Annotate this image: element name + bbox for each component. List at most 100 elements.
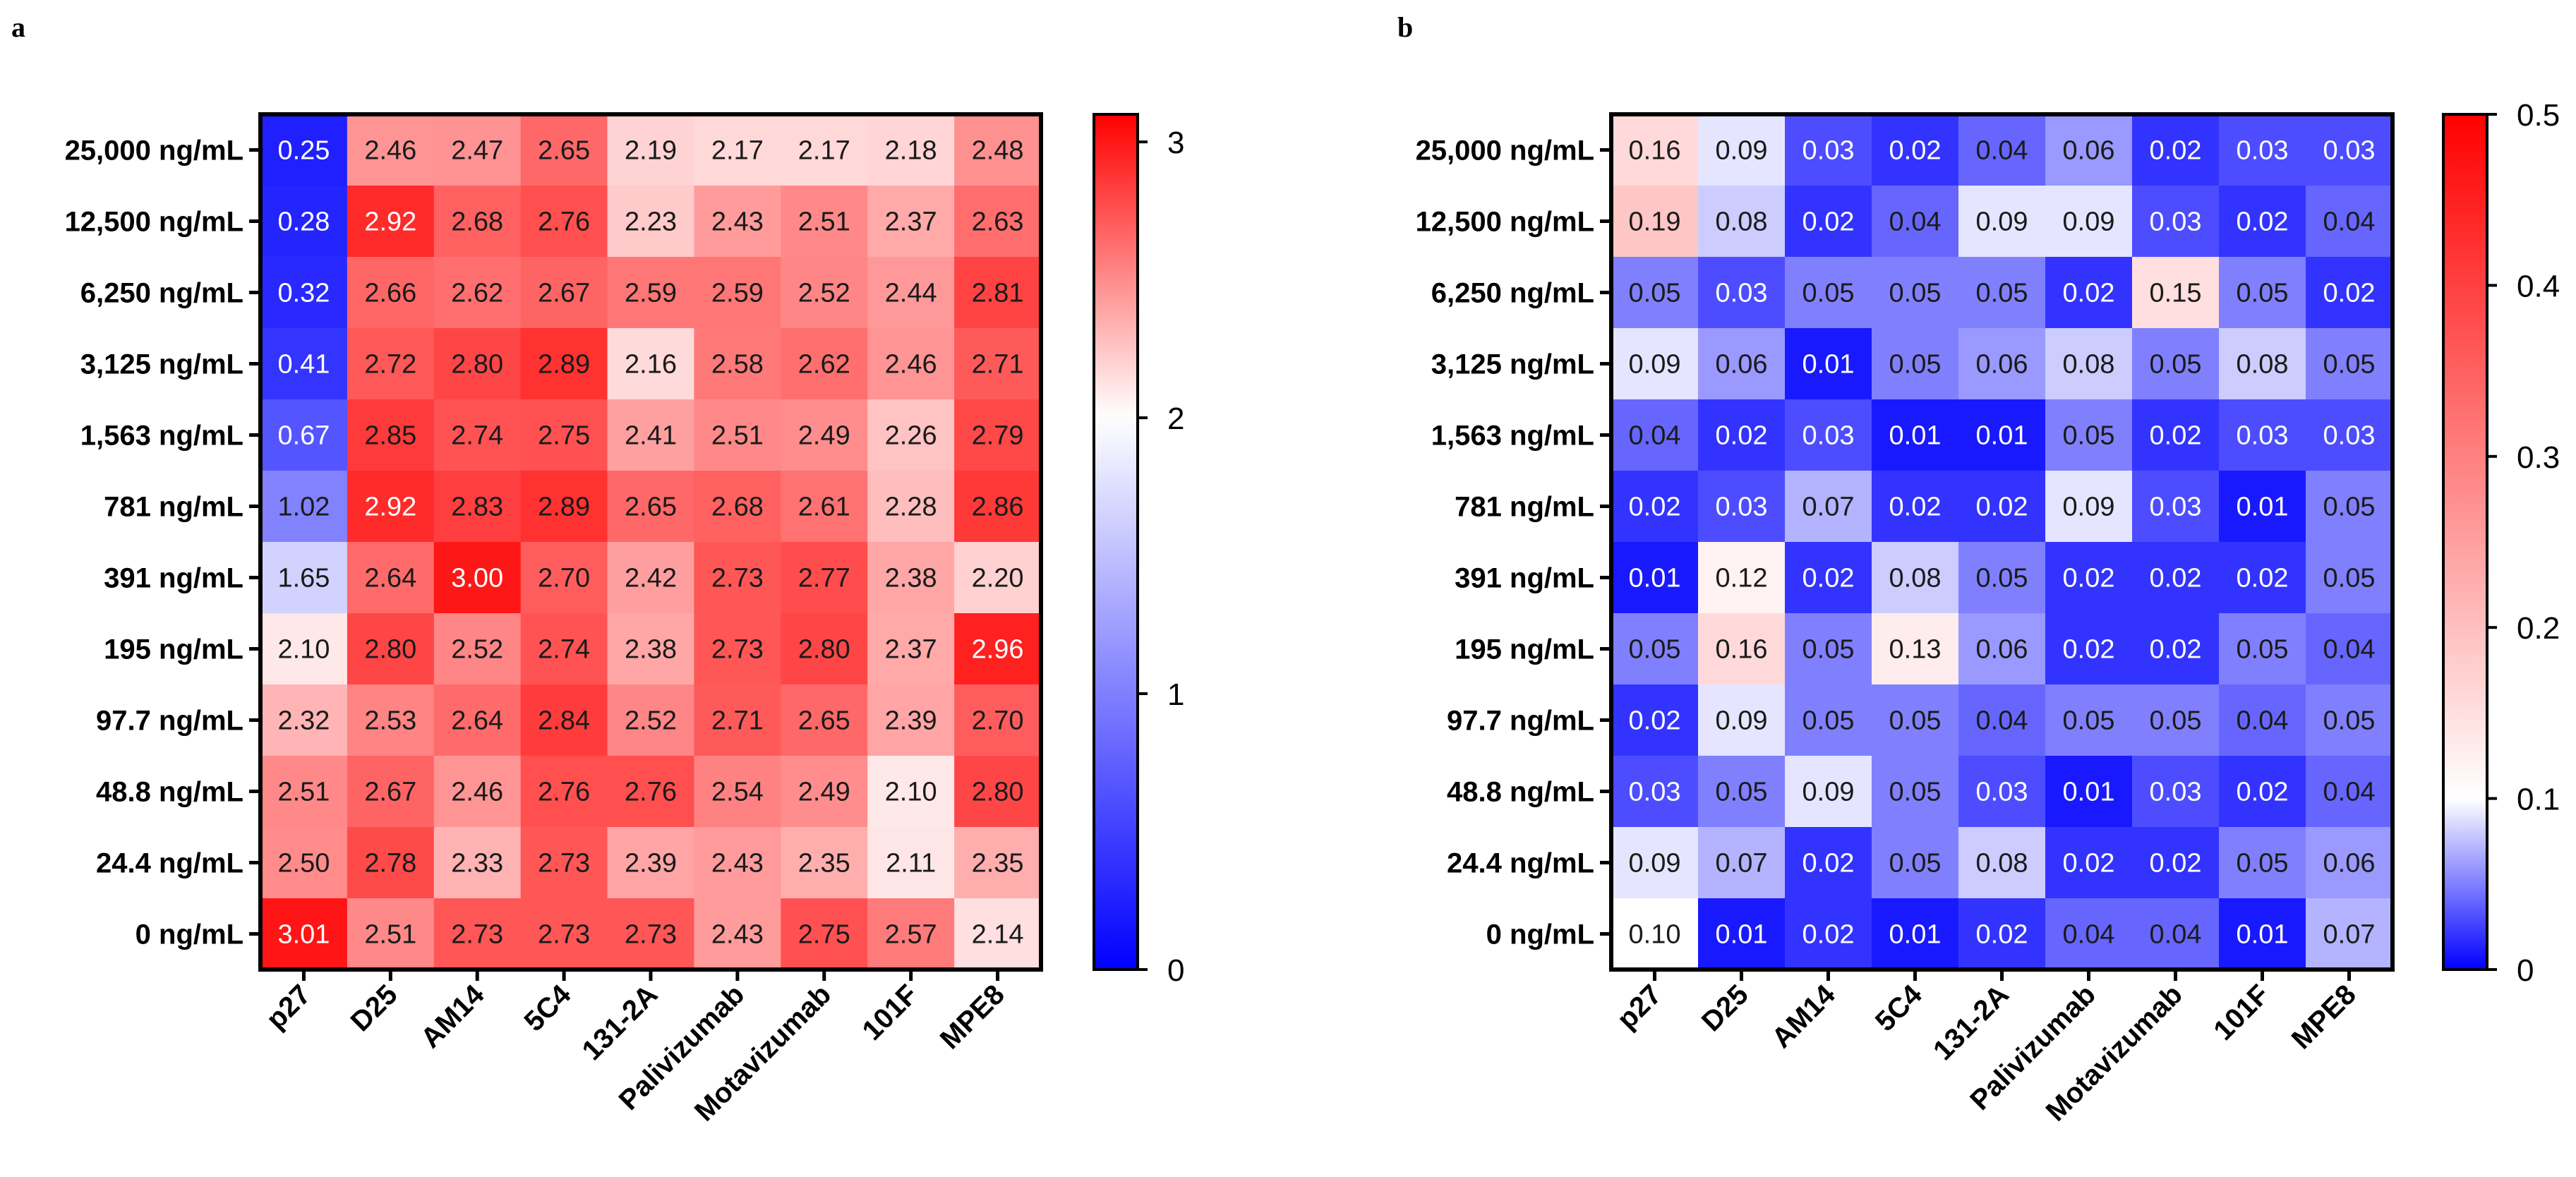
- heatmap-cell: [260, 114, 348, 186]
- heatmap-cell: [347, 684, 435, 756]
- heatmap-cell: [2045, 684, 2133, 756]
- heatmap-cell: [781, 186, 868, 258]
- cell-value-label: 0.08: [1889, 564, 1942, 593]
- cell-value-label: 2.43: [711, 849, 764, 879]
- heatmap-cell: [954, 613, 1042, 685]
- colorbar: 0 1 2 3: [1093, 113, 1184, 988]
- heatmap-cell: [1785, 471, 1872, 543]
- cell-value-label: 2.52: [798, 279, 850, 308]
- cell-value-label: 0.02: [2237, 207, 2289, 237]
- heatmap-cell: [433, 114, 522, 186]
- heatmap-cell: [694, 684, 781, 756]
- cell-value-label: 0.05: [2150, 706, 2202, 736]
- cell-value-label: 0.08: [2237, 350, 2289, 380]
- cell-value-label: 0.01: [1629, 564, 1681, 593]
- heatmap-cell: [694, 328, 781, 400]
- cell-value-label: 2.59: [711, 279, 764, 308]
- cell-value-label: 0.03: [1976, 778, 2028, 807]
- cell-value-label: 2.73: [711, 564, 764, 593]
- cell-value-label: 2.52: [625, 706, 677, 736]
- cell-value-label: 2.33: [451, 849, 503, 879]
- heatmap-cell: [1785, 399, 1872, 471]
- cell-value-label: 2.73: [625, 920, 677, 950]
- cell-value-label: 2.53: [364, 706, 416, 736]
- heatmap-cell: [1872, 684, 1959, 756]
- heatmap-cell: [1872, 257, 1959, 329]
- cell-value-label: 0.05: [1889, 706, 1942, 736]
- row-label: 391 ng/mL: [104, 563, 243, 594]
- heatmap-cell: [1872, 186, 1959, 258]
- cell-value-label: 0.05: [2237, 279, 2289, 308]
- cell-value-label: 2.68: [711, 493, 764, 522]
- heatmap-cell: [520, 114, 608, 186]
- cell-value-label: 0.07: [1802, 493, 1855, 522]
- cell-value-label: 2.66: [364, 279, 416, 308]
- cell-value-label: 0.05: [2323, 706, 2376, 736]
- cell-value-label: 2.42: [625, 564, 677, 593]
- cell-value-label: 0.04: [2150, 920, 2202, 950]
- cell-value-label: 0.04: [1976, 136, 2028, 166]
- heatmap-cell: [694, 756, 781, 828]
- cell-value-label: 0.04: [2323, 635, 2376, 665]
- cell-value-label: 2.76: [538, 778, 590, 807]
- heatmap-cell: [1872, 471, 1959, 543]
- cell-value-label: 0.02: [1889, 493, 1942, 522]
- heatmap-cell: [867, 898, 955, 970]
- heatmap-cell: [2306, 898, 2393, 970]
- cell-value-label: 2.75: [538, 421, 590, 451]
- cell-value-label: 2.70: [972, 706, 1024, 736]
- cell-value-label: 2.85: [364, 421, 416, 451]
- cell-value-label: 0.06: [1976, 635, 2028, 665]
- cell-value-label: 2.46: [364, 136, 416, 166]
- heatmap-cell: [2045, 898, 2133, 970]
- cell-value-label: 0.01: [1716, 920, 1768, 950]
- heatmap-cell: [520, 827, 608, 899]
- heatmap-cell: [954, 684, 1042, 756]
- heatmap-cell: [433, 684, 522, 756]
- cell-value-label: 0.02: [1802, 207, 1855, 237]
- cell-value-label: 2.89: [538, 350, 590, 380]
- colorbar-tick-label: 2: [1167, 402, 1184, 436]
- cell-value-label: 0.05: [1889, 778, 1942, 807]
- heatmap-cell: [433, 257, 522, 329]
- heatmap-cells: 0.16 0.09 0.03 0.02 0.04 0.06 0.02 0.03 0.03 0.19…: [1611, 114, 2393, 970]
- cell-value-label: 0.02: [1802, 564, 1855, 593]
- heatmap-cell: [347, 257, 435, 329]
- cell-value-label: 0.04: [2323, 207, 2376, 237]
- cell-value-label: 0.02: [2150, 849, 2202, 879]
- cell-value-label: 0.02: [2063, 635, 2115, 665]
- cell-value-label: 2.63: [972, 207, 1024, 237]
- cell-value-label: 2.41: [625, 421, 677, 451]
- cell-value-label: 0.05: [1889, 279, 1942, 308]
- heatmap-cell: [2219, 471, 2306, 543]
- cell-value-label: 2.51: [711, 421, 764, 451]
- cell-value-label: 0.04: [2063, 920, 2115, 950]
- heatmap-cell: [954, 186, 1042, 258]
- heatmap-cell: [1958, 542, 2046, 614]
- cell-value-label: 2.65: [625, 493, 677, 522]
- cell-value-label: 1.65: [277, 564, 330, 593]
- heatmap-cell: [1611, 328, 1699, 400]
- panel-letter-b: b: [1397, 11, 1413, 43]
- cell-value-label: 0.05: [2323, 493, 2376, 522]
- heatmap-cell: [260, 898, 348, 970]
- heatmap-cell: [694, 257, 781, 329]
- row-label: 0 ng/mL: [136, 919, 243, 950]
- cell-value-label: 2.74: [451, 421, 503, 451]
- cell-value-label: 0.01: [2237, 920, 2289, 950]
- cell-value-label: 0.05: [2063, 706, 2115, 736]
- panel-letter-a: a: [11, 11, 25, 43]
- heatmap-cell: [2306, 827, 2393, 899]
- heatmap-cell: [1698, 186, 1786, 258]
- row-label: 24.4 ng/mL: [96, 848, 243, 879]
- colorbar-tick-label: 0.2: [2517, 611, 2560, 646]
- heatmap-cell: [2132, 542, 2220, 614]
- cell-value-label: 2.79: [972, 421, 1024, 451]
- cell-value-label: 2.76: [538, 207, 590, 237]
- heatmap-cell: [1872, 613, 1959, 685]
- cell-value-label: 0.02: [1629, 493, 1681, 522]
- heatmap-cell: [867, 114, 955, 186]
- heatmap-cell: [2132, 613, 2220, 685]
- cell-value-label: 2.14: [972, 920, 1024, 950]
